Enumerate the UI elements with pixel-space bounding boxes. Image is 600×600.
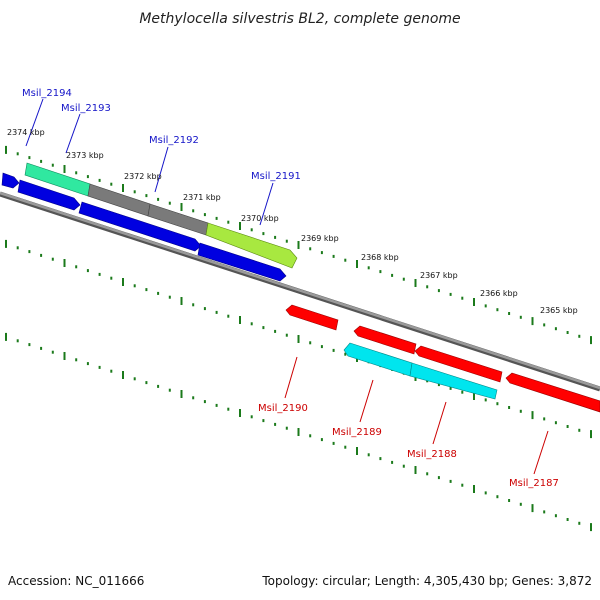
- gene-arrow-msil-2189[interactable]: [343, 342, 413, 377]
- cds-forward-track: [1, 172, 287, 282]
- gene-label-msil-2188[interactable]: Msil_2188: [407, 449, 457, 460]
- backbone: [0, 191, 600, 392]
- gene-forward-track: [24, 162, 298, 269]
- cds-reverse-track: [285, 304, 600, 413]
- cds-forward-arrow[interactable]: [197, 242, 287, 282]
- cds-reverse-arrow[interactable]: [414, 345, 503, 383]
- tick-label: 2372 kbp: [124, 172, 162, 181]
- gene-label-msil-2191[interactable]: Msil_2191: [251, 171, 301, 182]
- gene-label-msil-2194[interactable]: Msil_2194: [22, 88, 72, 99]
- cds-reverse-arrow[interactable]: [353, 325, 417, 355]
- cds-reverse-arrow[interactable]: [505, 372, 600, 413]
- gene-labels: Msil_2194 Msil_2193 Msil_2192 Msil_2191 …: [22, 88, 559, 489]
- gene-reverse-track: [343, 342, 498, 400]
- gene-label-msil-2192[interactable]: Msil_2192: [149, 135, 199, 146]
- tick-label: 2373 kbp: [66, 151, 104, 160]
- gene-label-msil-2193[interactable]: Msil_2193: [61, 103, 111, 114]
- map-title: Methylocella silvestris BL2, complete ge…: [139, 11, 460, 27]
- cds-forward-arrow[interactable]: [17, 179, 81, 211]
- tick-label: 2367 kbp: [420, 271, 458, 280]
- topology-text: Topology: circular; Length: 4,305,430 bp…: [262, 574, 592, 588]
- tick-label: 2371 kbp: [183, 193, 221, 202]
- cds-forward-arrow[interactable]: [78, 201, 202, 252]
- tick-label: 2368 kbp: [361, 253, 399, 262]
- accession-text: Accession: NC_011666: [8, 574, 145, 588]
- tick-rows: [5, 145, 592, 532]
- gene-label-msil-2189[interactable]: Msil_2189: [332, 427, 382, 438]
- cds-forward-arrow[interactable]: [1, 172, 20, 189]
- label-leaders: [25, 98, 549, 475]
- gene-label-msil-2187[interactable]: Msil_2187: [509, 478, 559, 489]
- tick-label: 2369 kbp: [301, 234, 339, 243]
- gene-arrow-msil-2188[interactable]: [409, 362, 498, 400]
- cds-reverse-arrow[interactable]: [285, 304, 339, 331]
- tick-label: 2366 kbp: [480, 289, 518, 298]
- gene-arrow-msil-2191[interactable]: [205, 222, 298, 269]
- kbp-labels: 2374 kbp 2373 kbp 2372 kbp 2371 kbp 2370…: [7, 128, 578, 315]
- tick-label: 2365 kbp: [540, 306, 578, 315]
- gene-label-msil-2190[interactable]: Msil_2190: [258, 403, 308, 414]
- tick-label: 2374 kbp: [7, 128, 45, 137]
- tick-label: 2370 kbp: [241, 214, 279, 223]
